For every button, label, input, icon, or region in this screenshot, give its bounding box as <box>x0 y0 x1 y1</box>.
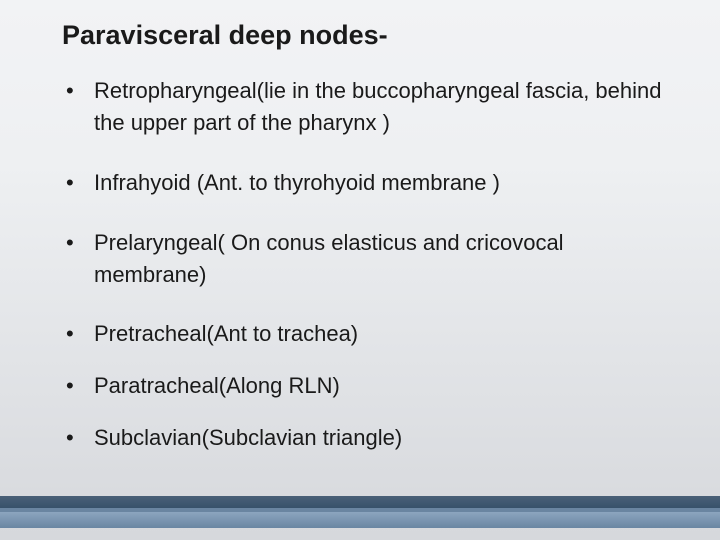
footer-band <box>0 486 720 532</box>
list-item: Prelaryngeal( On conus elasticus and cri… <box>58 227 678 291</box>
list-item: Paratracheal(Along RLN) <box>58 370 678 402</box>
list-item: Pretracheal(Ant to trachea) <box>58 318 678 350</box>
list-item: Subclavian(Subclavian triangle) <box>58 422 678 454</box>
slide: Paravisceral deep nodes- Retropharyngeal… <box>0 0 720 540</box>
band-light <box>0 512 720 528</box>
list-item: Retropharyngeal(lie in the buccopharynge… <box>58 75 678 139</box>
slide-title: Paravisceral deep nodes- <box>0 20 720 75</box>
slide-content: Retropharyngeal(lie in the buccopharynge… <box>0 75 720 454</box>
bullet-list: Retropharyngeal(lie in the buccopharynge… <box>58 75 678 454</box>
list-item: Infrahyoid (Ant. to thyrohyoid membrane … <box>58 167 678 199</box>
